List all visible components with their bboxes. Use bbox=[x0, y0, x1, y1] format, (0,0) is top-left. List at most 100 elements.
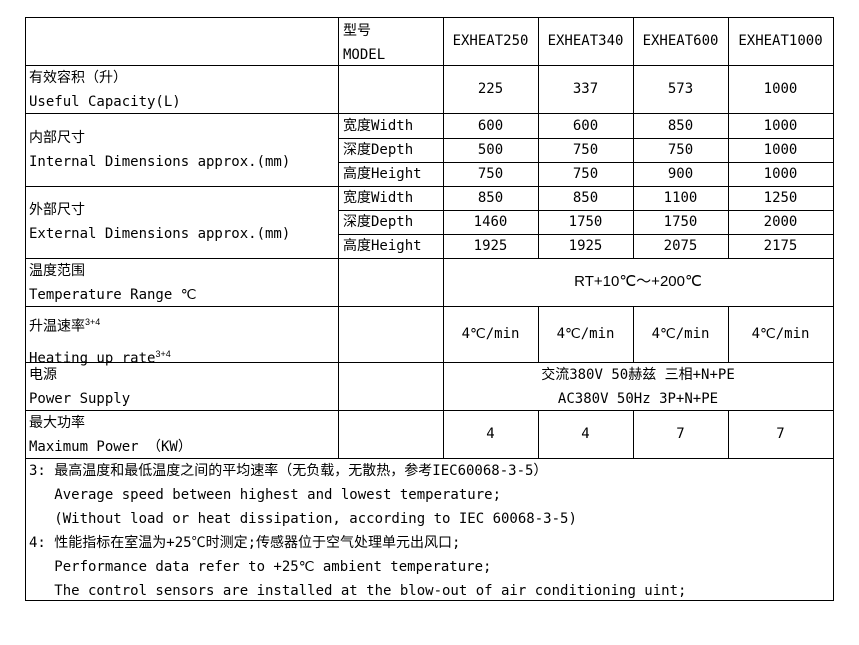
temperature-cn: 温度范围 bbox=[29, 263, 85, 279]
divider bbox=[538, 306, 539, 363]
footnote-line: (Without load or heat dissipation, accor… bbox=[29, 511, 577, 527]
divider bbox=[633, 410, 634, 459]
footnote-line: Performance data refer to +25℃ ambient t… bbox=[29, 559, 492, 575]
model-cn: 型号 bbox=[343, 23, 371, 39]
external-dim-value: 2075 bbox=[663, 238, 698, 254]
divider bbox=[728, 306, 729, 363]
divider bbox=[25, 17, 834, 18]
internal-dim-value: 1000 bbox=[763, 166, 798, 182]
internal-dim-value: 750 bbox=[572, 142, 599, 158]
heating-rate-value: 4℃/min bbox=[651, 326, 710, 342]
footnote-ref: 3+4 bbox=[85, 317, 101, 327]
divider bbox=[25, 258, 834, 259]
capacity-cn: 有效容积（升） bbox=[29, 70, 127, 86]
divider bbox=[25, 306, 834, 307]
heating-rate-value: 4℃/min bbox=[556, 326, 615, 342]
internal-dim-value: 1000 bbox=[763, 142, 798, 158]
internal-dim-value: 600 bbox=[572, 118, 599, 134]
internal-dim-value: 850 bbox=[667, 118, 694, 134]
model-2: EXHEAT340 bbox=[547, 33, 624, 49]
divider bbox=[25, 186, 834, 187]
external-en: External Dimensions approx.(mm) bbox=[29, 226, 291, 242]
footnote-line: 4: 性能指标在室温为+25℃时测定;传感器位于空气处理单元出风口; bbox=[29, 535, 461, 551]
capacity-value: 573 bbox=[667, 81, 694, 97]
model-4: EXHEAT1000 bbox=[738, 33, 823, 49]
power-supply-cn: 电源 bbox=[29, 367, 57, 383]
capacity-value: 1000 bbox=[763, 81, 798, 97]
divider bbox=[633, 306, 634, 363]
max-power-label: 最大功率 Maximum Power （KW） bbox=[25, 411, 192, 459]
external-dim-value: 1750 bbox=[663, 214, 698, 230]
divider bbox=[728, 17, 729, 259]
internal-dim-label: 深度Depth bbox=[343, 142, 414, 158]
max-power-value: 7 bbox=[776, 426, 785, 442]
divider bbox=[25, 17, 26, 601]
internal-cn: 内部尺寸 bbox=[29, 130, 85, 146]
footnote-line: 3: 最高温度和最低温度之间的平均速率（无负载，无散热，参考IEC60068-3… bbox=[29, 463, 548, 479]
external-dim-value: 1460 bbox=[473, 214, 508, 230]
divider bbox=[25, 362, 834, 363]
divider bbox=[338, 138, 834, 139]
divider bbox=[728, 410, 729, 459]
external-dim-value: 1925 bbox=[473, 238, 508, 254]
internal-dim-value: 750 bbox=[477, 166, 504, 182]
external-dim-value: 1100 bbox=[663, 190, 698, 206]
power-supply-cn-value: 交流380V 50赫兹 三相+N+PE bbox=[541, 367, 735, 383]
internal-dim-value: 750 bbox=[572, 166, 599, 182]
external-dim-value: 2175 bbox=[763, 238, 798, 254]
divider bbox=[443, 258, 444, 459]
external-dim-label: 深度Depth bbox=[343, 214, 414, 230]
external-cn: 外部尺寸 bbox=[29, 202, 85, 218]
heating-cn-text: 升温速率 bbox=[29, 318, 85, 335]
internal-dim-label: 高度Height bbox=[343, 166, 422, 182]
heating-cn: 升温速率3+4 bbox=[29, 309, 171, 341]
divider bbox=[338, 17, 339, 459]
power-supply-en: Power Supply bbox=[29, 391, 131, 407]
max-power-value: 4 bbox=[581, 426, 590, 442]
model-3: EXHEAT600 bbox=[642, 33, 719, 49]
power-supply-en-value: AC380V 50Hz 3P+N+PE bbox=[557, 391, 719, 407]
capacity-value: 337 bbox=[572, 81, 599, 97]
divider bbox=[538, 17, 539, 259]
heating-rate-value: 4℃/min bbox=[461, 326, 520, 342]
external-dim-value: 1925 bbox=[568, 238, 603, 254]
model-1: EXHEAT250 bbox=[452, 33, 529, 49]
external-dim-value: 1250 bbox=[763, 190, 798, 206]
max-power-value: 4 bbox=[486, 426, 495, 442]
capacity-en: Useful Capacity(L) bbox=[29, 94, 181, 110]
internal-dim-value: 750 bbox=[667, 142, 694, 158]
external-label: 外部尺寸 External Dimensions approx.(mm) bbox=[25, 198, 290, 246]
external-dim-value: 850 bbox=[477, 190, 504, 206]
divider bbox=[338, 162, 834, 163]
divider bbox=[833, 17, 834, 601]
footnote-line: Average speed between highest and lowest… bbox=[29, 487, 502, 503]
internal-dim-value: 900 bbox=[667, 166, 694, 182]
divider bbox=[25, 65, 834, 66]
model-label: 型号 MODEL bbox=[339, 19, 443, 67]
external-dim-label: 高度Height bbox=[343, 238, 422, 254]
divider bbox=[538, 410, 539, 459]
divider bbox=[25, 113, 834, 114]
internal-dim-value: 600 bbox=[477, 118, 504, 134]
divider bbox=[25, 458, 834, 459]
temperature-value: RT+10℃～+200℃ bbox=[574, 273, 702, 290]
capacity-label: 有效容积（升） Useful Capacity(L) bbox=[25, 66, 181, 114]
divider bbox=[25, 410, 834, 411]
external-dim-label: 宽度Width bbox=[343, 190, 414, 206]
model-en: MODEL bbox=[343, 47, 386, 63]
divider bbox=[338, 234, 834, 235]
divider bbox=[25, 600, 834, 601]
max-power-cn: 最大功率 bbox=[29, 415, 85, 431]
max-power-en: Maximum Power （KW） bbox=[29, 439, 192, 455]
temperature-label: 温度范围 Temperature Range ℃ bbox=[25, 259, 196, 307]
internal-dim-value: 500 bbox=[477, 142, 504, 158]
heating-rate-value: 4℃/min bbox=[751, 326, 810, 342]
internal-label: 内部尺寸 Internal Dimensions approx.(mm) bbox=[25, 126, 290, 174]
external-dim-value: 2000 bbox=[763, 214, 798, 230]
external-dim-value: 850 bbox=[572, 190, 599, 206]
internal-en: Internal Dimensions approx.(mm) bbox=[29, 154, 291, 170]
divider bbox=[338, 210, 834, 211]
divider bbox=[443, 17, 444, 259]
internal-dim-label: 宽度Width bbox=[343, 118, 414, 134]
max-power-value: 7 bbox=[676, 426, 685, 442]
